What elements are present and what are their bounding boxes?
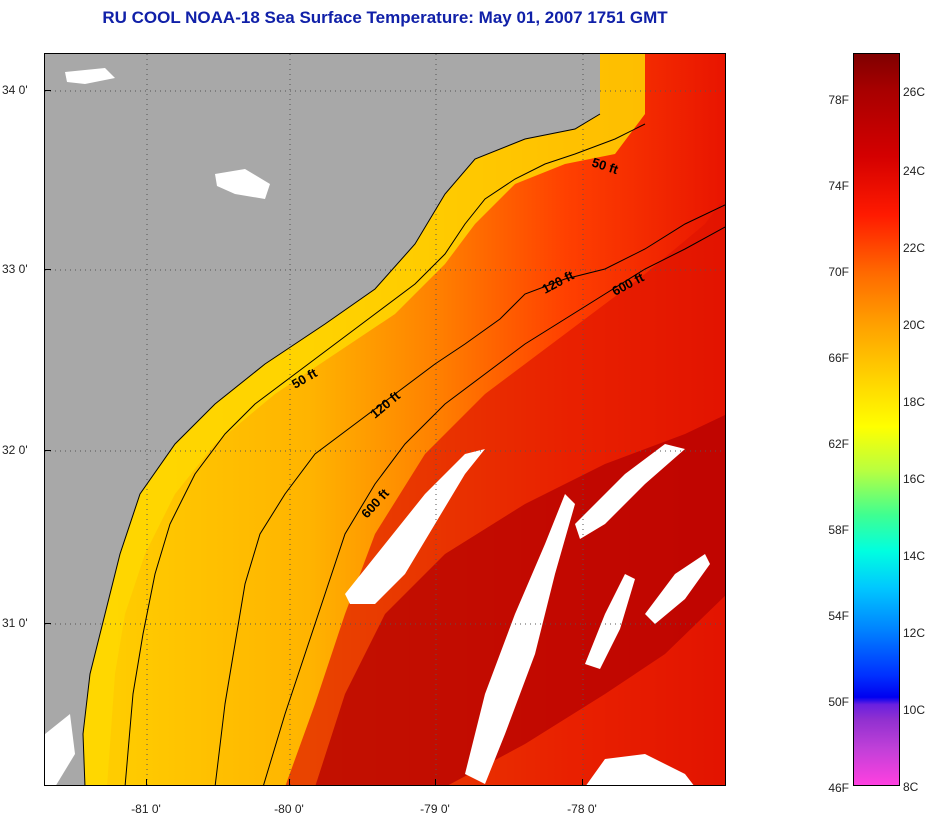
temperature-colorbar xyxy=(853,53,900,786)
colorbar-label-c: 12C xyxy=(903,626,926,640)
lat-label-34: 34 0' xyxy=(2,83,28,97)
colorbar-label-c: 10C xyxy=(903,703,926,717)
sst-map[interactable]: 50 ft 120 ft 600 ft 50 ft 120 ft 600 ft xyxy=(44,53,726,786)
colorbar-label-c: 22C xyxy=(903,241,926,255)
nearshore-band xyxy=(83,54,645,785)
lat-tick xyxy=(44,623,51,624)
colorbar-label-f: 62F xyxy=(828,437,849,451)
colorbar-label-f: 50F xyxy=(828,695,849,709)
map-title: RU COOL NOAA-18 Sea Surface Temperature:… xyxy=(102,8,668,27)
lon-label-80: -80 0' xyxy=(274,802,304,816)
colorbar-label-c: 18C xyxy=(903,395,926,409)
colorbar-label-f: 66F xyxy=(828,351,849,365)
graticule xyxy=(45,54,725,785)
lat-label-33: 33 0' xyxy=(2,262,28,276)
colorbar-label-f: 54F xyxy=(828,609,849,623)
colorbar-label-c: 14C xyxy=(903,549,926,563)
colorbar-label-f: 78F xyxy=(828,93,849,107)
gulf-stream-dark-core xyxy=(315,414,725,785)
lon-label-81: -81 0' xyxy=(131,802,161,816)
lon-tick xyxy=(289,779,290,786)
colorbar-label-c: 24C xyxy=(903,164,926,178)
lat-tick xyxy=(44,450,51,451)
colorbar-label-c: 16C xyxy=(903,472,926,486)
sst-map-canvas: 50 ft 120 ft 600 ft 50 ft 120 ft 600 ft xyxy=(45,54,725,785)
lon-tick xyxy=(582,779,583,786)
isobath-50ft xyxy=(124,123,646,785)
isobath-600ft xyxy=(263,226,725,785)
lon-label-78: -78 0' xyxy=(567,802,597,816)
isobath-120ft xyxy=(214,204,725,785)
lat-label-32: 32 0' xyxy=(2,443,28,457)
lon-tick xyxy=(435,779,436,786)
colorbar-label-c: 20C xyxy=(903,318,926,332)
lat-tick xyxy=(44,90,51,91)
lat-label-31: 31 0' xyxy=(2,616,28,630)
cloud-patches xyxy=(45,68,710,785)
colorbar-label-f: 74F xyxy=(828,179,849,193)
lon-tick xyxy=(146,779,147,786)
coastline xyxy=(82,113,601,785)
lat-tick xyxy=(44,269,51,270)
colorbar-label-f: 46F xyxy=(828,781,849,795)
lon-label-79: -79 0' xyxy=(420,802,450,816)
colorbar-label-c: 8C xyxy=(903,780,919,794)
colorbar-label-f: 58F xyxy=(828,523,849,537)
colorbar-label-c: 26C xyxy=(903,85,926,99)
colorbar-label-f: 70F xyxy=(828,265,849,279)
